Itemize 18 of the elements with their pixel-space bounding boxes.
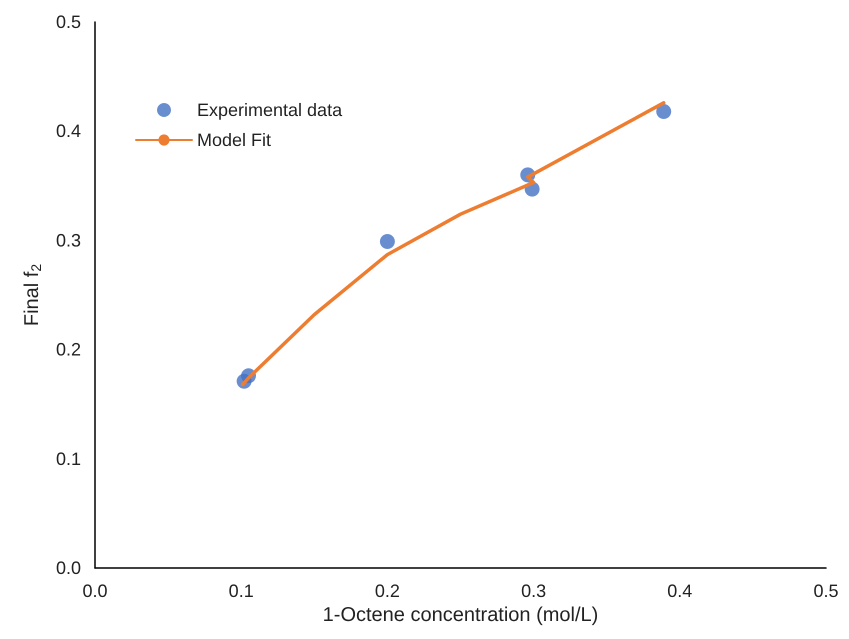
x-tick-label: 0.2: [374, 581, 400, 601]
y-tick-label: 0.4: [56, 121, 81, 142]
y-axis-title: Final f2: [21, 264, 44, 326]
point: [656, 104, 672, 120]
legend-label: Model Fit: [197, 130, 272, 150]
x-tick-label: 0.1: [228, 581, 254, 601]
x-tick-label: 0.3: [521, 581, 546, 601]
x-tick-label: 0.0: [82, 581, 108, 601]
x-tick-label: 0.5: [813, 581, 839, 601]
y-tick-label: 0.3: [56, 230, 81, 250]
y-tick-label: 0.1: [56, 448, 81, 469]
y-tick-label: 0.0: [56, 558, 81, 578]
point: [380, 234, 395, 249]
y-tick-label: 0.2: [56, 340, 81, 360]
y-tick-label: 0.5: [56, 12, 81, 32]
legend-label: Experimental data: [197, 100, 344, 120]
x-axis-title: 1-Octene concentration (mol/L): [322, 604, 598, 626]
x-tick-label: 0.4: [667, 581, 692, 601]
